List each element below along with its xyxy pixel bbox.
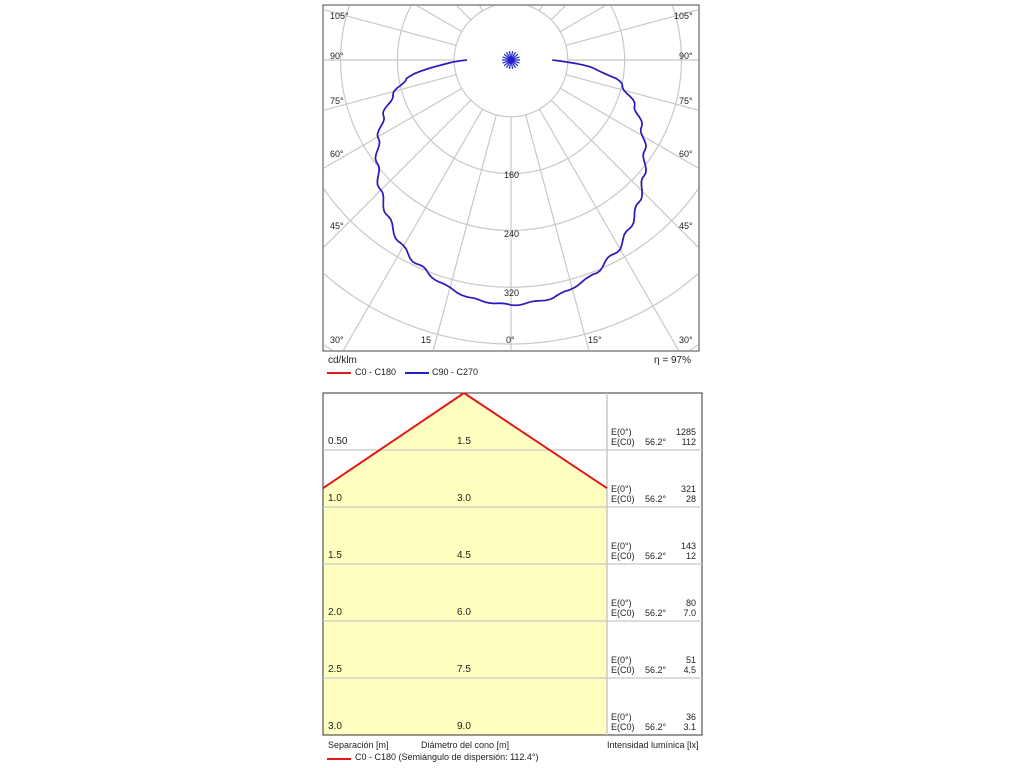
cone-ec-value: 12 [685,551,696,561]
angle-label-bottom-15-right: 15° [588,335,602,345]
polar-spoke [324,99,472,248]
cone-diameter: 6.0 [457,607,471,618]
cone-ec-angle: 56.2° [645,722,667,732]
legend-swatch-c90 [405,372,429,374]
angle-label-right-30: 30° [679,335,693,345]
polar-curves [374,51,647,307]
cone-ec-angle: 56.2° [645,437,667,447]
polar-spoke [525,114,590,350]
radial-label-320: 320 [504,288,520,298]
cone-e0-value: 1285 [675,427,696,437]
cone-separation: 2.5 [328,664,342,675]
angle-label-bottom-15-left: 15 [421,335,432,345]
cone-diameter: 1.5 [457,436,471,447]
angle-label-left-75: 75° [330,96,344,106]
cone-ec-value: 4.5 [683,665,696,675]
angle-label-right-45: 45° [679,221,693,231]
cone-e0-value: 51 [685,655,696,665]
polar-spoke [565,74,698,111]
cone-e0-label: E(0°) [611,712,632,722]
cone-ec-angle: 56.2° [645,608,667,618]
cone-edge-left [322,392,465,490]
cone-e0-label: E(0°) [611,541,632,551]
angle-label-right-90: 90° [679,51,693,61]
cone-ec-label: E(C0) [611,494,635,504]
cone-diameter: 4.5 [457,550,471,561]
cone-ec-label: E(C0) [611,608,635,618]
cone-e0-label: E(0°) [611,484,632,494]
cone-lines [322,392,608,490]
cone-ec-label: E(C0) [611,665,635,675]
polar-curve-c90-c270 [374,59,647,307]
cone-separation: 1.0 [328,493,342,504]
angle-label-right-60: 60° [679,149,693,159]
angle-label-bottom-0: 0° [506,335,515,345]
cone-e0-value: 143 [680,541,696,551]
angle-label-right-105: 105° [674,11,693,21]
polar-spoke [565,9,698,46]
footer-intensity: Intensidad lumínica [lx] [607,740,699,750]
polar-spoke [324,74,457,111]
cone-e0-label: E(0°) [611,427,632,437]
polar-spoke [342,108,484,350]
polar-spoke [324,9,457,46]
angle-label-left-90: 90° [330,51,344,61]
polar-spoke [550,99,698,248]
angle-label-right-75: 75° [679,96,693,106]
cone-e0-value: 321 [680,484,696,494]
cone-separation: 3.0 [328,721,342,732]
polar-spoke [432,114,497,350]
cone-e0-label: E(0°) [611,655,632,665]
cone-ec-label: E(C0) [611,551,635,561]
polar-spoke [538,108,680,350]
polar-grid [324,6,698,350]
cone-edge-right [463,392,608,490]
cone-ec-value: 28 [685,494,696,504]
cone-e0-value: 36 [685,712,696,722]
cone-ec-angle: 56.2° [645,494,667,504]
cone-ec-label: E(C0) [611,722,635,732]
cone-e0-value: 80 [685,598,696,608]
angle-label-left-60: 60° [330,149,344,159]
footer-diameter: Diámetro del cono [m] [421,740,510,750]
footer-separation: Separación [m] [328,740,389,750]
cone-ec-angle: 56.2° [645,665,667,675]
cone-e0-label: E(0°) [611,598,632,608]
legend-label-c0: C0 - C180 [355,367,397,377]
cone-ec-value: 7.0 [683,608,696,618]
angle-label-left-30: 30° [330,335,344,345]
cone-ec-angle: 56.2° [645,551,667,561]
radial-label-160: 160 [504,170,520,180]
cone-legend-label: C0 - C180 (Semiángulo de dispersión: 112… [355,752,539,762]
legend-label-c90: C90 - C270 [432,367,479,377]
cone-diameter: 7.5 [457,664,471,675]
polar-diagram [322,4,700,352]
radial-label-240: 240 [504,229,520,239]
cone-diameter: 9.0 [457,721,471,732]
cone-ec-label: E(C0) [611,437,635,447]
legend-swatch-c0 [327,372,351,374]
cone-separation: 2.0 [328,607,342,618]
cone-separation: 1.5 [328,550,342,561]
cone-grid [322,392,703,736]
polar-spoke [324,87,463,169]
angle-label-left-45: 45° [330,221,344,231]
polar-spoke [559,87,698,169]
cone-separation: 0.50 [328,436,348,447]
cone-ec-value: 3.1 [683,722,696,732]
cone-diameter: 3.0 [457,493,471,504]
angle-label-left-105: 105° [330,11,349,21]
polar-unit: cd/klm [328,355,357,366]
luminaire-marker [502,56,520,64]
polar-efficiency: η = 97% [654,355,691,366]
cone-ec-value: 112 [681,437,696,447]
cone-legend-swatch [327,758,351,760]
